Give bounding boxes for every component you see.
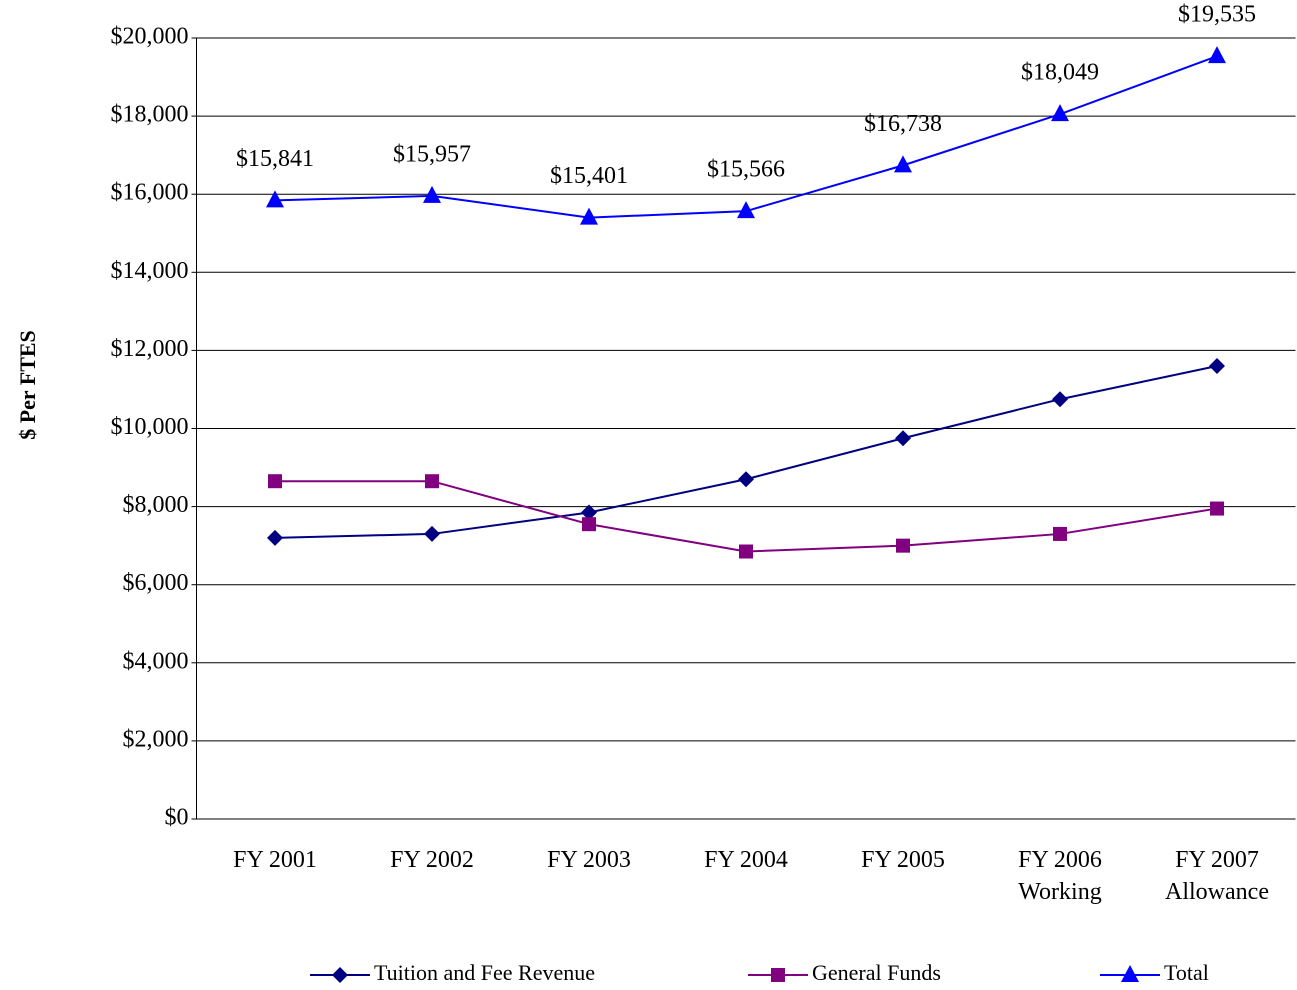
marker xyxy=(771,968,785,982)
marker xyxy=(266,190,284,208)
marker xyxy=(1052,391,1068,408)
marker xyxy=(738,471,754,488)
y-tick-label: $20,000 xyxy=(111,24,189,50)
marker xyxy=(894,155,912,173)
marker xyxy=(895,430,911,447)
marker xyxy=(332,967,348,983)
x-tick-label: FY 2004 xyxy=(704,847,788,873)
marker xyxy=(1051,104,1069,122)
legend-label: General Funds xyxy=(812,960,941,985)
marker xyxy=(1210,501,1224,516)
series-line xyxy=(274,365,1218,539)
y-tick-label: $2,000 xyxy=(123,726,189,752)
marker xyxy=(425,474,439,489)
y-tick-label: $16,000 xyxy=(111,180,189,206)
marker xyxy=(739,544,753,559)
y-tick-label: $6,000 xyxy=(123,570,189,596)
data-label: $15,957 xyxy=(393,141,471,167)
marker xyxy=(423,185,441,203)
y-tick-label: $0 xyxy=(165,805,189,831)
marker xyxy=(1053,526,1067,541)
x-tick-label: FY 2002 xyxy=(390,847,474,873)
data-label: $15,401 xyxy=(550,163,628,189)
y-tick-label: $8,000 xyxy=(123,492,189,518)
marker xyxy=(896,538,910,553)
marker xyxy=(1209,358,1225,375)
marker xyxy=(267,529,283,546)
y-tick-label: $18,000 xyxy=(111,102,189,128)
x-tick-label: FY 2001 xyxy=(233,847,317,873)
data-label: $19,535 xyxy=(1178,2,1256,28)
marker xyxy=(582,517,596,532)
x-tick-label: FY 2005 xyxy=(861,847,945,873)
data-label: $15,566 xyxy=(707,157,785,183)
marker xyxy=(1121,965,1139,982)
y-tick-label: $4,000 xyxy=(123,648,189,674)
x-tick-label: FY 2006 Working xyxy=(1018,847,1102,905)
data-label: $18,049 xyxy=(1021,60,1099,86)
data-label: $15,841 xyxy=(236,146,314,172)
marker xyxy=(580,207,598,225)
series-line xyxy=(275,480,1218,553)
y-axis-label: $ Per FTES xyxy=(15,330,40,440)
marker xyxy=(268,474,282,489)
legend-label: Tuition and Fee Revenue xyxy=(374,960,595,985)
x-tick-label: FY 2007 Allowance xyxy=(1165,847,1269,905)
data-label: $16,738 xyxy=(864,111,942,137)
legend-label: Total xyxy=(1164,960,1209,985)
y-tick-label: $12,000 xyxy=(111,336,189,362)
x-tick-label: FY 2003 xyxy=(547,847,631,873)
marker xyxy=(581,504,597,521)
y-tick-label: $10,000 xyxy=(111,414,189,440)
marker xyxy=(737,201,755,219)
y-tick-label: $14,000 xyxy=(111,258,189,284)
marker xyxy=(424,525,440,542)
marker xyxy=(1208,46,1226,64)
